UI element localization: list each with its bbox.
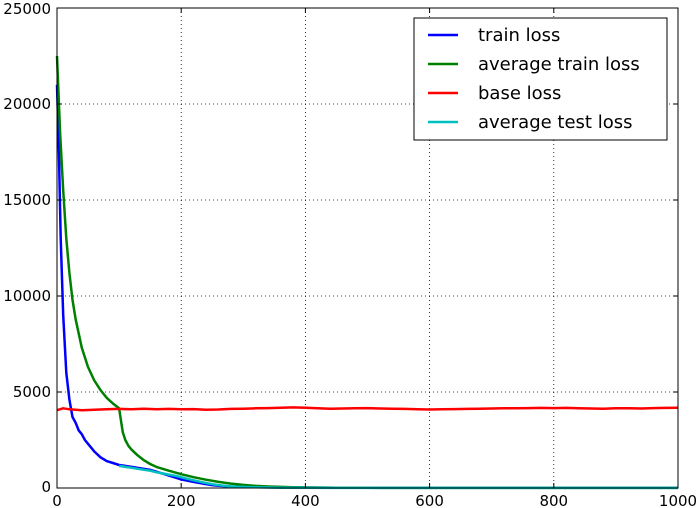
legend-label-base-loss: base loss: [478, 83, 561, 104]
y-tick-label: 0: [41, 478, 51, 496]
x-tick-label: 800: [539, 492, 568, 508]
legend-label-train-loss: train loss: [478, 25, 560, 46]
legend-label-average-test-loss: average test loss: [478, 112, 632, 133]
x-tick-label: 600: [415, 492, 444, 508]
x-tick-label: 400: [291, 492, 320, 508]
series-line-train-loss: [55, 84, 678, 490]
x-tick-label: 1000: [659, 492, 697, 508]
x-tick-label: 200: [167, 492, 196, 508]
plot-frame: [56, 7, 679, 489]
x-tick-label: 0: [52, 492, 62, 508]
y-tick-label: 15000: [3, 191, 51, 209]
axis-ticks: 0 200 400 600 800 100005000100001500020000250…: [3, 0, 697, 508]
y-tick-label: 25000: [3, 0, 51, 18]
y-tick-label: 5000: [13, 383, 51, 401]
y-tick-label: 20000: [3, 95, 51, 113]
legend-box: [413, 17, 668, 141]
series-line-base-loss: [56, 406, 679, 412]
legend: train loss average train loss base loss ave…: [413, 17, 668, 141]
legend-label-average-train-loss: average train loss: [478, 54, 640, 75]
y-tick-label: 10000: [3, 287, 51, 305]
